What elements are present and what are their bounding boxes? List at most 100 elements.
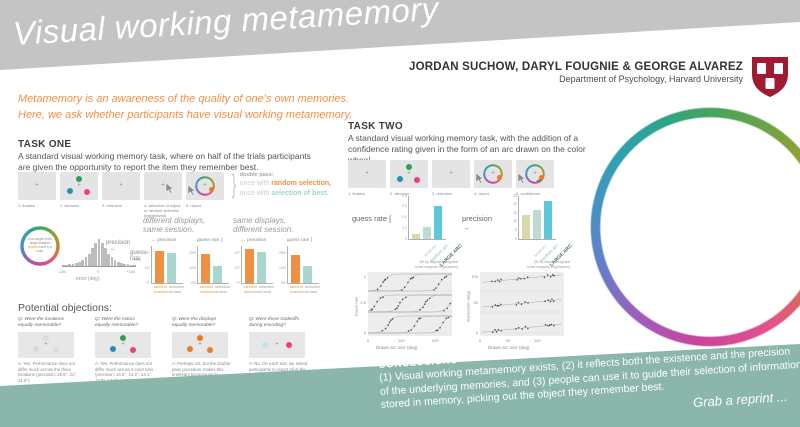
chart-guess-rate: guess rate [ 0% 10% 20% random selection se… [278,238,320,294]
double-arrow-icon: ↔ [151,238,156,244]
fixation-cross-icon: + [407,170,411,177]
color-wheel-ring [590,107,800,347]
double-pass-intro: double pass: [239,172,274,178]
intro-text: Metamemory is an awareness of the qualit… [18,92,388,124]
logistic-fit-plot: (fit by logistic-weighted least squares … [353,260,459,350]
task-one-panels: + + + + + [18,172,224,200]
bargroup-title: same displays, different session. [233,216,294,235]
task-one-panel-captions: 1. fixation 2. stimulus 3. retention 4. … [18,203,224,218]
linear-fit-plot: (fit by linear weighted least squares re… [465,260,571,350]
t1-caption-1: 1. fixation [18,203,36,208]
fixation-cross-icon: + [44,341,48,348]
t1-panel-selection: + [144,172,182,200]
t2-panel-report: + [474,160,512,188]
chart-guess-rate: guess rate [ 0% 10% 20% random selection se… [188,238,230,294]
double-arrow-icon: ↔ [110,246,116,252]
t2-panel-confidence: + [516,160,554,188]
task-two-panels: + + + + + [348,160,554,188]
bracket-icon: [ [389,214,392,223]
bracket-icon: [ [220,238,223,244]
bargroup-title: different displays, same session. [143,216,206,235]
error-wheel-caption: error angle is the angle between reporte… [27,237,53,254]
fixation-cross-icon: + [491,170,495,177]
affiliation: Department of Psychology, Harvard Univer… [559,74,743,84]
fixation-cross-icon: + [198,341,202,348]
objections-heading: Potential objections: [18,302,112,314]
t1-caption-2: 2. stimulus [60,203,80,208]
reported-color-dot [539,175,544,180]
dp-once-a: once with [239,180,270,188]
fixation-cross-icon: + [449,170,453,177]
authors: JORDAN SUCHOW, DARYL FOUGNIE & GEORGE AL… [409,61,743,73]
t2-panel-stimulus: + [390,160,428,188]
t2-precision-chart: 0 5 10 15 20 25 small arc medium arc LARGE ARC [513,193,575,269]
error-xtick-left: -180 [58,269,67,274]
stimulus-dot-green [76,176,82,182]
dp-once-b: once with [239,189,270,197]
precision-annotation: precision [106,240,131,246]
objection-1-panel: + [18,332,74,358]
bargroup-same-displays: same displays, different session. ↔ prec… [233,216,320,294]
chart-precision: ↔ precision 0° 10° 20° random selection sel… [234,238,274,294]
objection-4-panel: + [249,332,305,358]
double-arrow-icon: ↔ [241,238,246,244]
t2-panel-retention: + [432,160,470,188]
stimulus-dot-pink [84,189,90,195]
t1-caption-4: 4. selection of object or random selecti… [144,203,181,218]
intro-line-1: Metamemory is an awareness of the qualit… [18,93,350,105]
fixation-cross-icon: + [77,182,81,189]
fixation-cross-icon: + [533,170,537,177]
error-xtick-mid: 0 [97,269,100,274]
fixation-cross-icon: + [119,182,123,189]
bracket-icon: [ [310,238,313,244]
t2-guess-rate-chart: 0 0.1 0.2 0.3 0.4 small arc medium arc LARGE A… [402,193,465,269]
guess-rate-annotation: guess rate [130,250,147,262]
error-xtick-right: +180 [126,269,136,274]
harvard-crest-icon [752,57,788,97]
error-color-wheel [20,226,60,266]
error-xlabel: error (deg) [76,276,100,282]
t2-precision-label: precision → [462,214,493,232]
bargroup-different-displays: different displays, same session. ↔ prec… [143,216,230,294]
dp-best: selection of best. [271,189,329,197]
cursor-icon [187,185,196,196]
t1-panel-fixation: + [18,172,56,200]
error-diagram: error angle is the angle between reporte… [18,224,148,290]
fixation-cross-icon: + [161,182,165,189]
task-two-heading: TASK TWO [348,121,403,132]
cursor-icon [165,183,174,194]
t2-guess-rate-label: guess rate [ [352,214,392,223]
t1-panel-stimulus: + [60,172,98,200]
cursor-icon [517,173,526,184]
fixation-cross-icon: + [121,341,125,348]
fixation-cross-icon: + [365,170,369,177]
brace-icon: } [231,169,237,200]
stimulus-dot-blue [67,188,73,194]
objection-1: Q: Were the locations equally memorable?… [18,317,78,383]
chart-precision: ↔ precision 0° 10° 20° random selection sel… [144,238,184,294]
reported-color-dot [497,175,502,180]
fixation-cross-icon: + [275,341,279,348]
t1-panel-retention: + [102,172,140,200]
task-one-description: A standard visual working memory task, w… [18,151,311,173]
right-arrow-icon: → [462,223,470,232]
intro-line-2: Here, we ask whether participants have v… [18,108,353,121]
fixation-cross-icon: + [35,182,39,189]
double-pass-note: } double pass: once with random selectio… [231,169,332,200]
t1-panel-report: + [186,172,224,200]
task-one-heading: TASK ONE [18,139,72,150]
t2-panel-fixation: + [348,160,386,188]
bracket-icon: [ [133,259,140,261]
objections-list: Q: Were the locations equally memorable?… [18,317,315,394]
t1-caption-5: 5. report [186,203,201,208]
objection-3-panel: + [172,332,228,358]
authors-block: JORDAN SUCHOW, DARYL FOUGNIE & GEORGE AL… [409,61,743,84]
error-histogram [62,239,136,267]
dp-random: random selection, [271,180,332,188]
task-two-panel-captions: 1. fixation 2. stimulus 3. retention 4. … [348,191,540,196]
objection-2-panel: + [95,332,151,358]
reported-color-dot [209,187,214,192]
cursor-icon [475,173,484,184]
t1-caption-3: 3. retention [102,203,123,208]
